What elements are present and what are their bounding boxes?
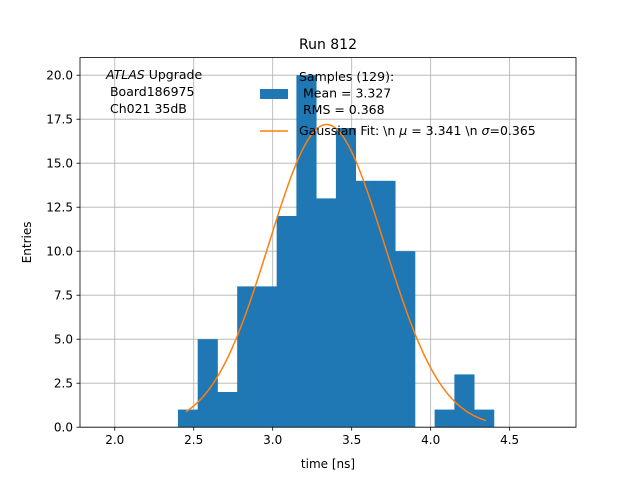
annotation-line-1: ATLAS Upgrade bbox=[105, 67, 202, 82]
x-tick-label: 2.0 bbox=[105, 433, 124, 447]
chart-title: Run 812 bbox=[299, 37, 357, 53]
y-tick-label: 20.0 bbox=[46, 69, 73, 83]
histogram-bar bbox=[177, 409, 199, 428]
annotation-line-2: Board186975 bbox=[106, 84, 194, 99]
histogram-bar bbox=[395, 251, 416, 428]
axes-frame bbox=[79, 57, 577, 428]
gaussian-fit-line bbox=[185, 123, 487, 422]
annotation-atlas: ATLAS bbox=[105, 67, 145, 82]
y-tick-label: 0.0 bbox=[54, 421, 73, 435]
histogram-bar bbox=[217, 392, 238, 428]
annotation-line-3: Ch021 35dB bbox=[106, 101, 187, 116]
legend-fit-part-2: = 3.341 \n bbox=[407, 123, 481, 138]
x-tick-label: 3.0 bbox=[263, 433, 282, 447]
y-tick-label: 2.5 bbox=[54, 377, 73, 391]
histogram-bar bbox=[276, 216, 297, 428]
legend-fit-part-3: =0.365 bbox=[489, 123, 535, 138]
legend-hist-swatch bbox=[260, 89, 288, 99]
histogram-bar bbox=[375, 180, 396, 428]
histogram-bars bbox=[177, 75, 495, 428]
legend: Samples (129): Mean = 3.327 RMS = 0.368 … bbox=[260, 69, 536, 138]
legend-fit-sigma: σ bbox=[482, 123, 491, 138]
legend-fit-part-1: Gaussian Fit: \n bbox=[299, 123, 399, 138]
histogram-bar bbox=[256, 286, 278, 428]
histogram-bar bbox=[316, 198, 337, 428]
histogram-bar bbox=[454, 374, 475, 428]
y-ticks: 0.0 2.5 5.0 7.5 10.0 12.5 15.0 17.5 20.0 bbox=[46, 69, 80, 435]
y-tick-label: 7.5 bbox=[54, 289, 73, 303]
y-tick-label: 10.0 bbox=[46, 245, 73, 259]
histogram-bar bbox=[474, 409, 495, 428]
x-tick-label: 3.5 bbox=[342, 433, 361, 447]
legend-hist-line-2: Mean = 3.327 bbox=[299, 86, 391, 101]
fit-layer bbox=[185, 123, 487, 422]
legend-hist-line-1: Samples (129): bbox=[299, 69, 394, 84]
x-tick-label: 4.0 bbox=[421, 433, 440, 447]
y-tick-label: 15.0 bbox=[46, 157, 73, 171]
legend-fit-mu: μ bbox=[398, 123, 407, 138]
x-axis-label: time [ns] bbox=[301, 457, 355, 471]
y-axis-label: Entries bbox=[20, 222, 34, 264]
histogram-bar bbox=[197, 339, 218, 428]
atlas-annotation: ATLAS Upgrade Board186975 Ch021 35dB bbox=[105, 67, 202, 116]
annotation-upgrade: Upgrade bbox=[145, 67, 203, 82]
y-tick-label: 12.5 bbox=[46, 201, 73, 215]
histogram-bar bbox=[355, 180, 376, 428]
legend-hist-line-3: RMS = 0.368 bbox=[299, 102, 385, 117]
y-tick-label: 5.0 bbox=[54, 333, 73, 347]
histogram-bar bbox=[296, 75, 317, 428]
y-tick-label: 17.5 bbox=[46, 113, 73, 127]
histogram-bar bbox=[335, 128, 357, 428]
x-tick-label: 4.5 bbox=[500, 433, 519, 447]
histogram-bar bbox=[434, 409, 455, 428]
x-tick-label: 2.5 bbox=[184, 433, 203, 447]
x-ticks: 2.0 2.5 3.0 3.5 4.0 4.5 bbox=[105, 427, 519, 447]
legend-fit-label: Gaussian Fit: \n μ = 3.341 \n σ=0.365 bbox=[299, 123, 536, 138]
